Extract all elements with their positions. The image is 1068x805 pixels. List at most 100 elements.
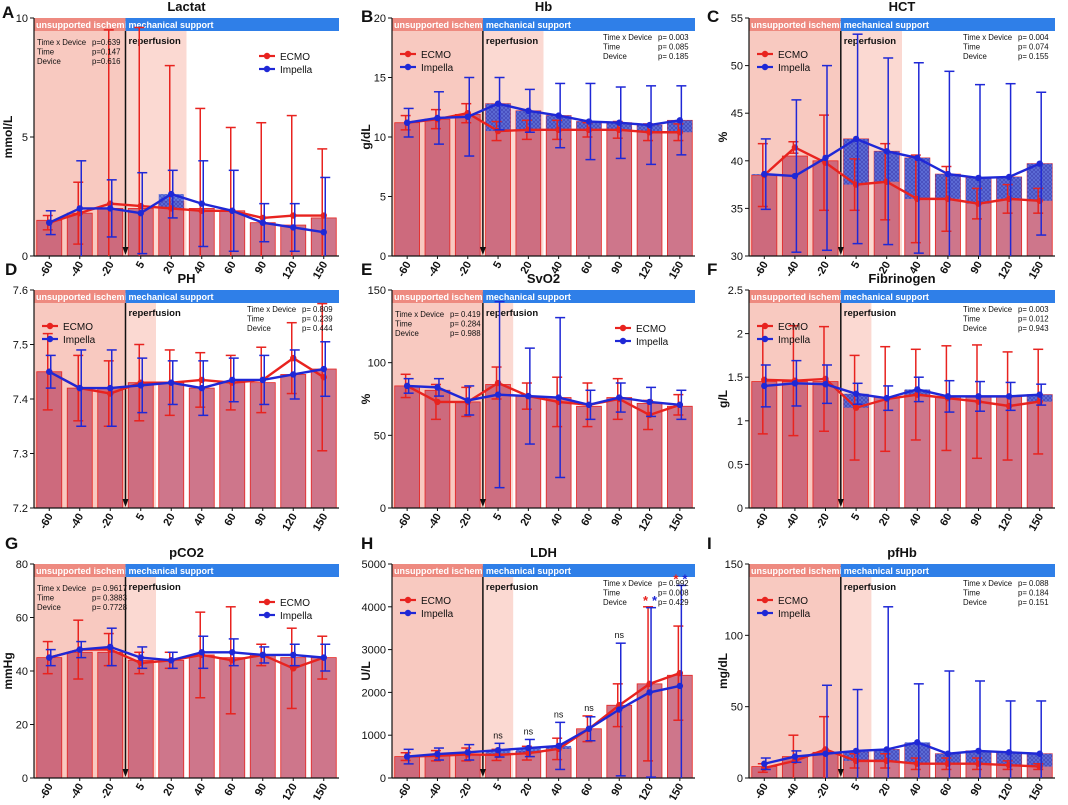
- impella-point: [676, 117, 684, 124]
- y-axis-label: mmHg: [1, 652, 15, 689]
- y-tick-label: 150: [368, 285, 386, 297]
- stats-value: p= 0.088: [1018, 579, 1049, 588]
- reperfusion-shade: [840, 564, 872, 778]
- x-tick-label: -40: [426, 782, 444, 801]
- impella-bar-excess: [996, 176, 1022, 199]
- stats-label: Time x Device: [963, 33, 1012, 42]
- x-tick-label: 40: [907, 512, 924, 529]
- x-tick-label: -60: [38, 512, 56, 532]
- impella-point: [555, 394, 562, 401]
- ischemia-strip: [749, 564, 841, 577]
- stats-value: p=0.639: [92, 38, 120, 47]
- bar: [996, 395, 1023, 509]
- x-tick-label: 60: [222, 260, 239, 277]
- y-axis-label: mmol/L: [1, 116, 15, 159]
- legend-entry: ECMO: [421, 50, 451, 61]
- legend-swatch-dot: [404, 596, 412, 604]
- bar: [219, 657, 246, 779]
- x-tick-label: 20: [877, 260, 894, 277]
- y-tick-label: 35: [731, 203, 743, 215]
- ischemia-strip: [34, 290, 126, 303]
- bar: [394, 122, 420, 257]
- stats-label: Time: [963, 43, 980, 52]
- support-strip: [125, 18, 339, 31]
- bar: [485, 384, 511, 509]
- y-tick-label: 0: [380, 773, 386, 785]
- stats-label: Device: [963, 598, 987, 607]
- x-tick-label: 5: [134, 782, 147, 793]
- reperfusion-label: reperfusion: [129, 36, 181, 47]
- panel-letter: I: [707, 534, 712, 553]
- y-tick-label: 7.6: [13, 285, 28, 297]
- impella-point: [229, 649, 236, 656]
- x-tick-label: 20: [161, 512, 178, 529]
- legend-swatch-dot: [761, 322, 769, 330]
- x-tick-label: -20: [814, 260, 832, 280]
- impella-point: [464, 749, 471, 756]
- impella-point: [616, 119, 623, 126]
- ischemia-label: unsupported ischemia: [36, 292, 133, 302]
- support-strip: [125, 564, 339, 577]
- x-tick-label: 120: [996, 260, 1016, 282]
- ischemia-label: unsupported ischemia: [394, 292, 491, 302]
- x-tick-label: -20: [456, 260, 474, 280]
- ischemia-label: unsupported ischemia: [751, 20, 848, 30]
- arrow-head: [837, 499, 844, 507]
- impella-series-line: [48, 192, 324, 234]
- y-tick-label: 1: [737, 416, 743, 428]
- x-tick-label: -40: [783, 782, 801, 801]
- impella-bar-excess: [576, 121, 602, 130]
- x-tick-label: -60: [753, 260, 771, 280]
- x-tick-label: 5: [134, 512, 147, 523]
- y-axis-label: %: [359, 393, 373, 404]
- x-tick-label: -60: [395, 260, 413, 280]
- x-tick-label: 90: [253, 512, 270, 529]
- arrow-head: [122, 769, 129, 777]
- impella-series-line: [48, 367, 324, 390]
- y-axis-label: mg/dL: [716, 653, 730, 689]
- stats-value: p= 0.429: [658, 598, 689, 607]
- bar: [127, 382, 154, 509]
- ischemia-strip: [749, 18, 841, 31]
- stats-label: Time x Device: [963, 579, 1012, 588]
- impella-bar-excess: [546, 115, 572, 130]
- impella-bar-excess: [667, 120, 693, 133]
- ns-annotation: ns: [493, 730, 503, 740]
- x-tick-label: -20: [99, 260, 117, 280]
- bar: [158, 659, 185, 779]
- y-tick-label: 1000: [362, 730, 386, 742]
- x-tick-label: 60: [579, 782, 596, 799]
- bar: [636, 402, 663, 509]
- impella-point: [46, 219, 53, 226]
- impella-point: [883, 746, 890, 753]
- legend-swatch-dot: [404, 50, 412, 58]
- impella-point: [107, 643, 114, 651]
- legend-entry: Impella: [778, 609, 811, 620]
- stats-value: p= 0.155: [1018, 52, 1049, 61]
- stats-value: p= 0.7728: [92, 603, 127, 612]
- legend-swatch-dot: [46, 335, 54, 343]
- stats-label: Time: [603, 43, 620, 52]
- x-tick-label: 20: [518, 512, 535, 529]
- x-tick-label: -40: [68, 260, 86, 280]
- x-tick-label: -40: [68, 782, 86, 801]
- bar: [280, 374, 307, 509]
- legend-entry: Impella: [778, 63, 811, 74]
- stats-value: p=0.147: [92, 48, 120, 57]
- legend-entry: Impella: [778, 335, 811, 346]
- legend-swatch-dot: [761, 596, 769, 604]
- legend-swatch-dot: [263, 52, 271, 60]
- support-label: mechanical support: [129, 292, 214, 302]
- impella-point: [883, 148, 890, 155]
- legend-swatch-dot: [404, 609, 412, 617]
- x-tick-label: 150: [667, 512, 687, 534]
- bar: [310, 657, 337, 779]
- x-tick-label: 60: [222, 512, 239, 529]
- bar: [667, 405, 693, 509]
- support-strip: [840, 564, 1055, 577]
- impella-point: [914, 739, 921, 746]
- legend-entry: Impella: [421, 609, 454, 620]
